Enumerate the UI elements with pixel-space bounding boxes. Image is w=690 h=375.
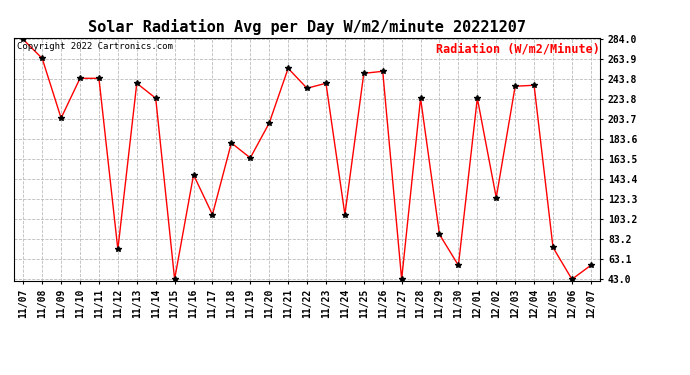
Text: Radiation (W/m2/Minute): Radiation (W/m2/Minute) <box>436 42 600 56</box>
Title: Solar Radiation Avg per Day W/m2/minute 20221207: Solar Radiation Avg per Day W/m2/minute … <box>88 19 526 35</box>
Text: Copyright 2022 Cartronics.com: Copyright 2022 Cartronics.com <box>17 42 172 51</box>
